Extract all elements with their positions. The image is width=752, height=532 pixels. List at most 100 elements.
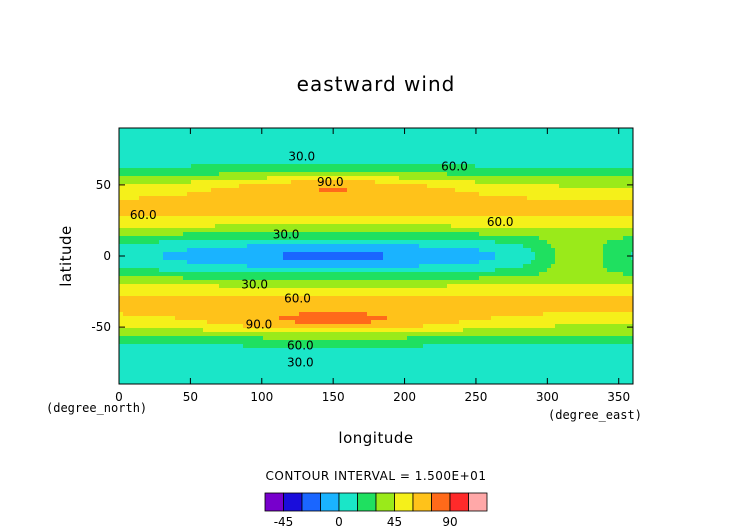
field-cell — [191, 188, 196, 193]
field-cell — [415, 276, 420, 281]
field-cell — [179, 340, 184, 345]
field-cell — [255, 204, 260, 209]
field-cell — [371, 296, 376, 301]
field-cell — [231, 184, 236, 189]
field-cell — [183, 340, 188, 345]
field-cell — [403, 148, 408, 153]
field-cell — [171, 356, 176, 361]
field-cell — [291, 204, 296, 209]
field-cell — [391, 168, 396, 173]
field-cell — [411, 348, 416, 353]
field-cell — [287, 260, 292, 265]
field-cell — [119, 340, 124, 345]
field-cell — [235, 164, 240, 169]
field-cell — [203, 296, 208, 301]
field-cell — [335, 304, 340, 309]
field-cell — [131, 380, 136, 385]
field-cell — [119, 332, 124, 337]
field-cell — [423, 188, 428, 193]
field-cell — [207, 192, 212, 197]
field-cell — [347, 328, 352, 333]
field-cell — [231, 188, 236, 193]
field-cell — [135, 376, 140, 381]
field-cell — [339, 328, 344, 333]
field-cell — [351, 128, 356, 133]
field-cell — [383, 288, 388, 293]
field-cell — [191, 252, 196, 257]
field-cell — [427, 228, 432, 233]
field-cell — [331, 260, 336, 265]
field-cell — [143, 140, 148, 145]
field-cell — [143, 276, 148, 281]
field-cell — [159, 228, 164, 233]
field-cell — [235, 136, 240, 141]
field-cell — [283, 368, 288, 373]
field-cell — [383, 312, 388, 317]
field-cell — [259, 220, 264, 225]
field-cell — [263, 292, 268, 297]
field-cell — [247, 212, 252, 217]
field-cell — [311, 288, 316, 293]
field-cell — [307, 344, 312, 349]
field-cell — [167, 344, 172, 349]
field-cell — [375, 244, 380, 249]
field-cell — [191, 260, 196, 265]
field-cell — [287, 228, 292, 233]
field-cell — [347, 320, 352, 325]
field-cell — [267, 236, 272, 241]
field-cell — [363, 172, 368, 177]
field-cell — [395, 316, 400, 321]
field-cell — [255, 376, 260, 381]
field-cell — [171, 152, 176, 157]
field-cell — [279, 308, 284, 313]
field-cell — [163, 228, 168, 233]
field-cell — [359, 208, 364, 213]
field-cell — [187, 268, 192, 273]
field-cell — [363, 340, 368, 345]
field-cell — [255, 284, 260, 289]
field-cell — [363, 128, 368, 133]
field-cell — [423, 208, 428, 213]
field-cell — [355, 208, 360, 213]
field-cell — [203, 220, 208, 225]
field-cell — [427, 140, 432, 145]
field-cell — [135, 336, 140, 341]
field-cell — [423, 312, 428, 317]
field-cell — [363, 168, 368, 173]
field-cell — [279, 296, 284, 301]
field-cell — [423, 372, 428, 377]
field-cell — [271, 316, 276, 321]
field-cell — [247, 240, 252, 245]
field-cell — [251, 292, 256, 297]
field-cell — [179, 228, 184, 233]
field-cell — [127, 288, 132, 293]
field-cell — [155, 380, 160, 385]
field-cell — [143, 144, 148, 149]
field-cell — [247, 360, 252, 365]
field-cell — [183, 196, 188, 201]
field-cell — [211, 356, 216, 361]
field-cell — [331, 216, 336, 221]
field-cell — [155, 300, 160, 305]
field-cell — [235, 220, 240, 225]
field-cell — [275, 304, 280, 309]
field-cell — [291, 144, 296, 149]
field-cell — [127, 348, 132, 353]
field-cell — [347, 228, 352, 233]
field-cell — [211, 220, 216, 225]
field-cell — [227, 176, 232, 181]
field-cell — [139, 380, 144, 385]
field-cell — [407, 372, 412, 377]
field-cell — [183, 324, 188, 329]
field-cell — [251, 356, 256, 361]
field-cell — [331, 192, 336, 197]
field-cell — [159, 380, 164, 385]
field-cell — [367, 136, 372, 141]
field-cell — [315, 340, 320, 345]
field-cell — [283, 296, 288, 301]
field-cell — [143, 356, 148, 361]
field-cell — [291, 188, 296, 193]
field-cell — [335, 188, 340, 193]
field-cell — [131, 348, 136, 353]
field-cell — [215, 132, 220, 137]
